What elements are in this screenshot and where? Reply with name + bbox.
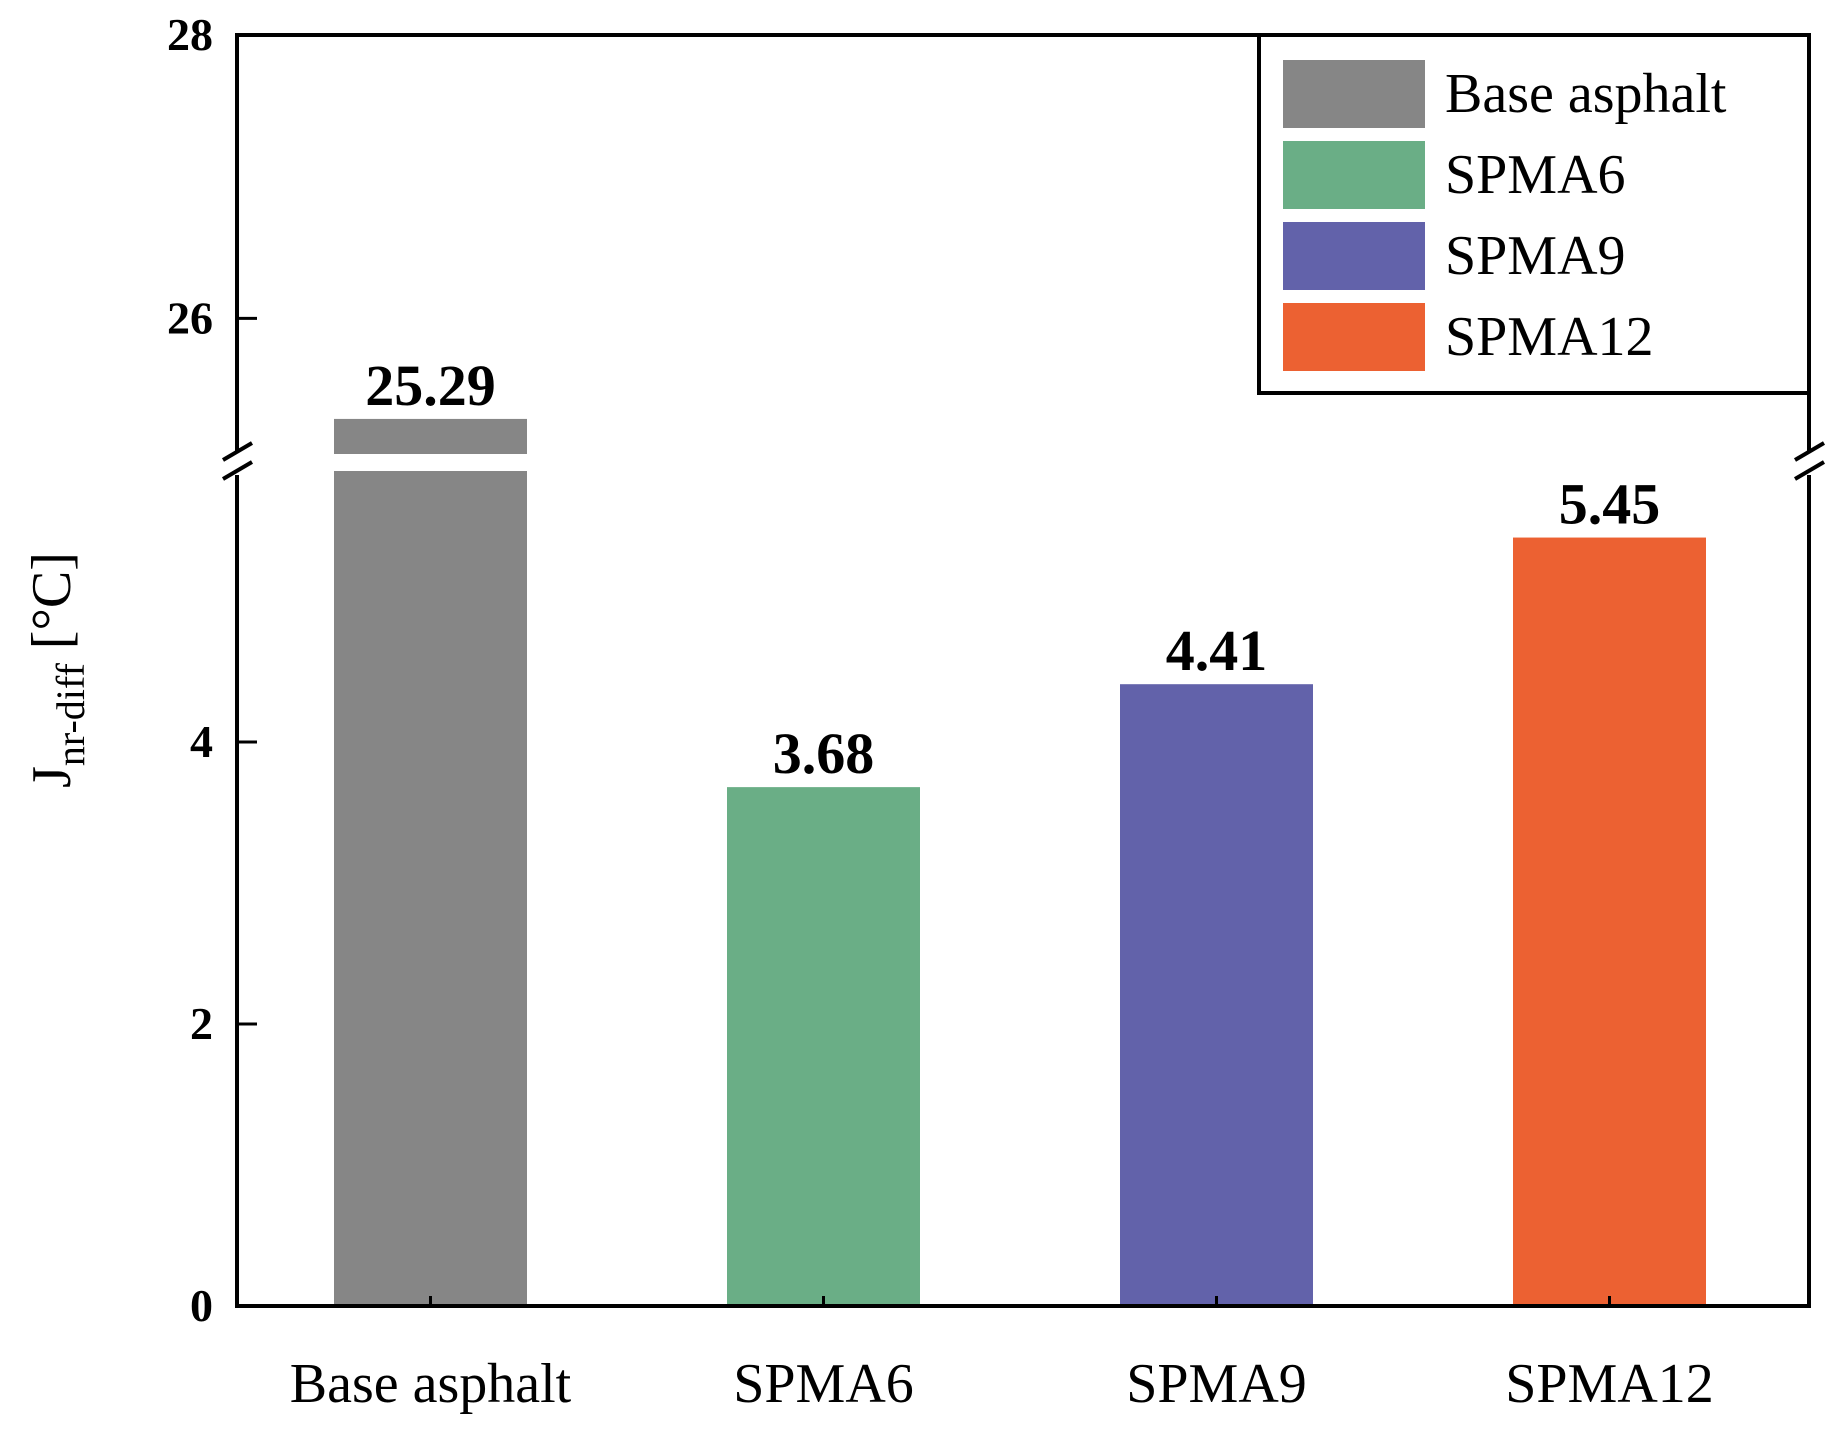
legend-label-0: Base asphalt [1445,63,1727,125]
bar-value-label-2: 4.41 [1166,618,1268,683]
value-labels-layer: 25.29 3.68 4.41 5.45 [365,353,1660,786]
y-axis-label: Jnr-diff [°C] [21,552,93,788]
y-axis-label-sub: nr-diff [48,663,93,767]
axis-break-left [218,441,258,481]
bar-value-label-1: 3.68 [773,721,875,786]
legend-swatch-2 [1283,222,1425,290]
legend-label-3: SPMA12 [1445,306,1654,368]
y-tick-label-lower-1: 2 [190,998,213,1049]
bar-3 [1513,537,1706,1306]
y-axis-label-main: J [21,766,83,788]
y-tick-label-upper-0: 26 [167,292,213,343]
x-tick-label-0: Base asphalt [290,1353,572,1415]
legend-swatch-1 [1283,141,1425,209]
y-tick-label-upper-1: 28 [167,9,213,60]
bar-break-gap-0 [332,454,529,471]
legend-swatch-3 [1283,303,1425,371]
x-tick-label-2: SPMA9 [1126,1353,1307,1415]
bar-value-label-3: 5.45 [1559,472,1661,537]
legend-items: Base asphalt SPMA6 SPMA9 SPMA12 [1283,60,1727,371]
x-tick-label-3: SPMA12 [1505,1353,1714,1415]
legend-label-1: SPMA6 [1445,144,1626,206]
bar-2 [1120,684,1313,1306]
legend-swatch-0 [1283,60,1425,128]
y-tick-label-lower-0: 0 [190,1280,213,1331]
bar-0 [334,418,527,1307]
x-tick-label-1: SPMA6 [733,1353,914,1415]
bar-1 [727,787,920,1306]
y-tick-label-lower-2: 4 [190,716,213,767]
legend-label-2: SPMA9 [1445,225,1626,287]
bars-layer [332,418,1706,1307]
plot-frame [235,33,1811,1308]
axis-break-right [1788,441,1830,481]
x-axis: Base asphalt SPMA6 SPMA9 SPMA12 [290,1296,1714,1415]
bar-value-label-0: 25.29 [365,353,496,418]
y-axis-label-unit: [°C] [21,552,83,663]
legend: Base asphalt SPMA6 SPMA9 SPMA12 [1257,33,1811,395]
